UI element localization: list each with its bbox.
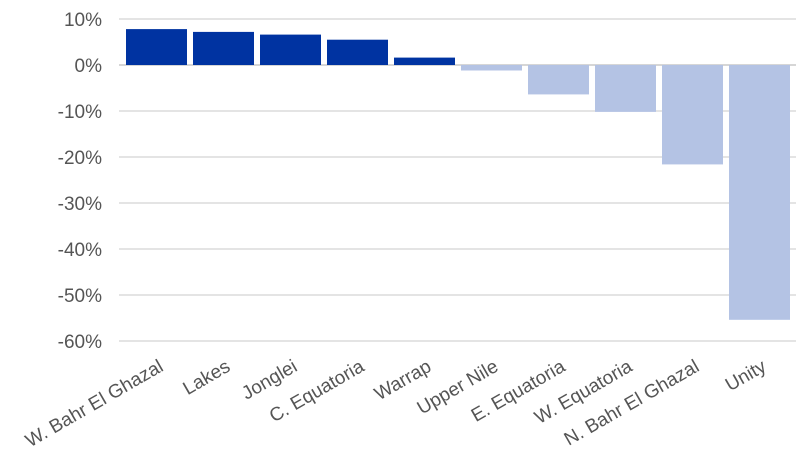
bar — [528, 65, 589, 95]
bar — [260, 34, 321, 65]
y-tick-label: -60% — [58, 332, 102, 353]
bar — [193, 31, 254, 65]
bar — [662, 65, 723, 165]
bar — [394, 57, 455, 65]
y-axis-tick-labels: 10% 0% -10% -20% -30% -40% -50% -60% — [58, 10, 102, 353]
bar — [327, 39, 388, 65]
y-tick-label: 10% — [64, 10, 102, 31]
bar — [126, 29, 187, 66]
y-tick-label: -10% — [58, 102, 102, 123]
x-category-label: Lakes — [180, 356, 234, 400]
bar — [461, 65, 522, 71]
x-category-label: Unity — [722, 356, 770, 396]
y-tick-label: 0% — [75, 56, 103, 77]
y-tick-label: -50% — [58, 286, 102, 307]
bar — [595, 65, 656, 112]
y-tick-label: -40% — [58, 240, 102, 261]
x-category-label: W. Bahr El Ghazal — [22, 356, 167, 452]
bars — [126, 29, 790, 320]
y-tick-label: -30% — [58, 194, 102, 215]
bar — [729, 65, 790, 320]
y-tick-label: -20% — [58, 148, 102, 169]
